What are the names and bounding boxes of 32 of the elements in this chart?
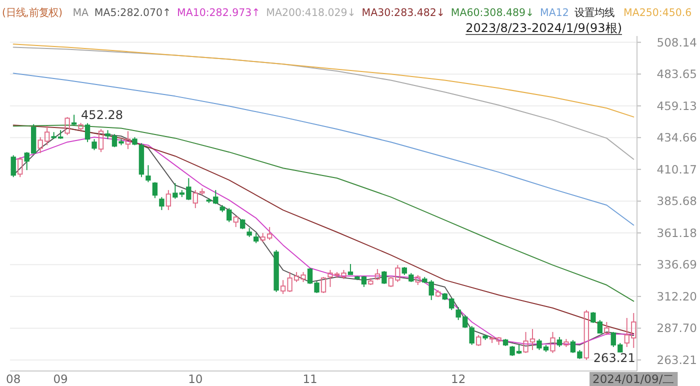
x-tick-label: 08 [6, 372, 21, 386]
y-tick-label: 361.18 [656, 226, 697, 240]
y-tick-label: 336.69 [656, 258, 697, 272]
x-tick-label: 10 [188, 372, 203, 386]
x-tick-label: 2024/01/09/二 [592, 372, 675, 386]
x-tick-label: 11 [302, 372, 318, 386]
annotation: 263.21 [593, 350, 636, 365]
y-tick-label: 483.65 [656, 67, 697, 82]
text: MA250:450.6 [624, 6, 692, 20]
y-tick-label: 312.20 [656, 289, 697, 304]
annotation: 452.28 [81, 108, 124, 122]
text: MA12 [540, 6, 569, 20]
text: MA10:282.973↑ [177, 6, 260, 20]
text: MA [72, 6, 89, 20]
text: MA5:282.070↑ [94, 6, 172, 20]
y-tick-label: 434.66 [656, 130, 697, 145]
y-tick-label: 287.70 [656, 321, 697, 336]
text: MA30:283.482↓ [362, 6, 445, 20]
y-tick-label: 410.17 [656, 162, 697, 176]
y-tick-label: 508.14 [656, 35, 697, 50]
text: 设置均线 [574, 6, 614, 20]
x-tick-label: 09 [53, 372, 68, 386]
y-tick-label: 263.21 [656, 352, 697, 367]
line-series [12, 44, 634, 118]
text: MA60:308.489↓ [450, 6, 534, 20]
text: MA200:418.029↓ [266, 6, 356, 20]
chart-title: (日线,前复权) [2, 6, 63, 20]
line-series [12, 72, 634, 226]
chart-subtitle: 2023/8/23-2024/1/9(93根) [466, 21, 622, 35]
y-tick-label: 459.13 [656, 98, 697, 113]
y-tick-label: 385.68 [656, 194, 697, 208]
x-tick-label: 12 [451, 372, 466, 386]
